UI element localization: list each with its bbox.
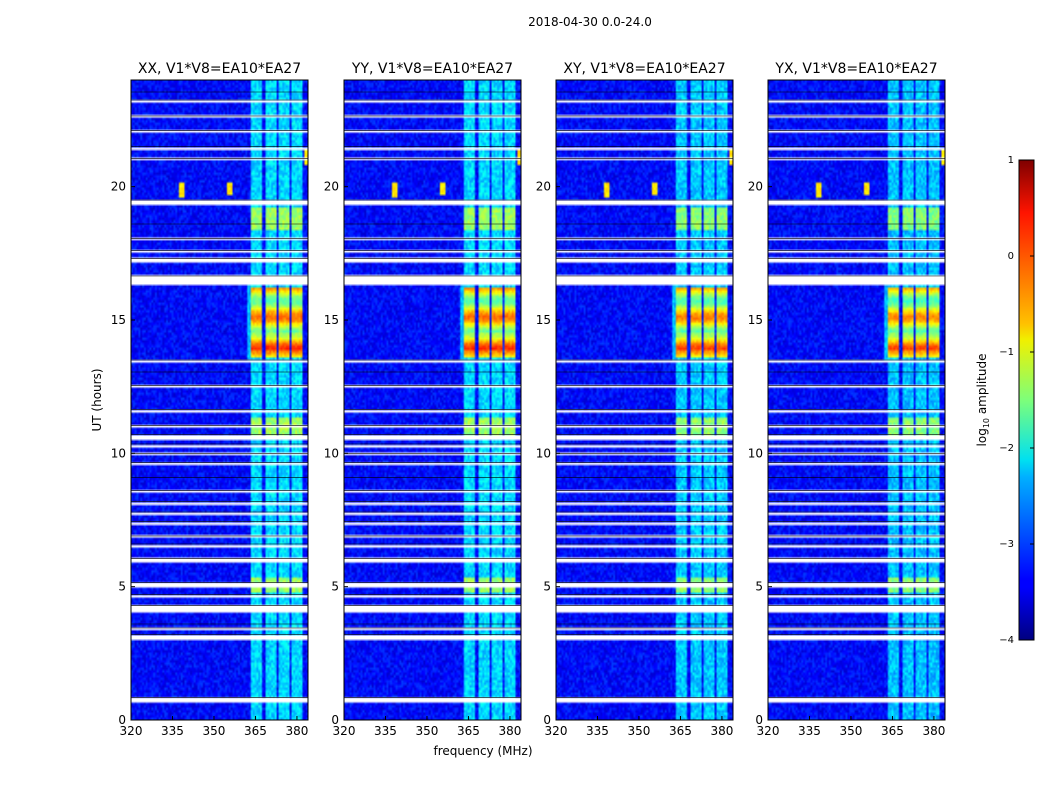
x-tick-label: 320 <box>545 724 568 738</box>
panel-3: XY, V1*V8=EA10*EA27 320 335 350 365 380 0 5 10 15… <box>536 61 734 738</box>
x-tick-label: 320 <box>333 724 356 738</box>
x-tick-label: 380 <box>285 724 308 738</box>
panel-title: XX, V1*V8=EA10*EA27 <box>138 61 301 77</box>
panel-title: YY, V1*V8=EA10*EA27 <box>351 61 513 77</box>
x-tick-label: 380 <box>710 724 733 738</box>
x-tick-label: 365 <box>881 724 904 738</box>
x-tick-label: 335 <box>161 724 184 738</box>
x-tick-label: 350 <box>416 724 439 738</box>
y-tick-label: 5 <box>543 580 551 594</box>
colorbar-tick-label: 1 <box>1008 155 1014 166</box>
x-tick-label: 380 <box>922 724 945 738</box>
y-tick-label: 15 <box>111 313 126 327</box>
x-tick-label: 320 <box>757 724 780 738</box>
y-tick-label: 20 <box>324 180 339 194</box>
colorbar-gradient <box>1018 159 1035 641</box>
x-tick-label: 365 <box>244 724 267 738</box>
panel-frame <box>767 79 946 721</box>
colorbar-tick-label: −2 <box>999 443 1014 454</box>
panel-frame <box>130 79 309 721</box>
colorbar-label-log: log <box>975 428 989 446</box>
y-tick-label: 10 <box>536 446 551 460</box>
y-tick-label: 0 <box>331 713 339 727</box>
figure-title: 2018-04-30 0.0-24.0 <box>528 15 652 29</box>
x-tick-label: 365 <box>669 724 692 738</box>
y-tick-label: 0 <box>755 713 763 727</box>
panel-heatmap <box>344 80 521 720</box>
panel-1: XX, V1*V8=EA10*EA27 320 335 350 365 380 0 5 10 15… <box>111 61 309 738</box>
y-tick-label: 5 <box>118 580 126 594</box>
panel-2: YY, V1*V8=EA10*EA27 320 335 350 365 380 0 5 10 15… <box>324 61 522 738</box>
panel-heatmap <box>556 80 733 720</box>
y-tick-label: 0 <box>118 713 126 727</box>
x-tick-label: 350 <box>840 724 863 738</box>
y-tick-label: 0 <box>543 713 551 727</box>
colorbar-ticks: 1 0 −1 −2 −3 −4 <box>999 155 1034 646</box>
panel-title: YX, V1*V8=EA10*EA27 <box>774 61 937 77</box>
panel-title: XY, V1*V8=EA10*EA27 <box>563 61 725 77</box>
colorbar: 10−1−2−3−4 log10 amplitude <box>975 155 1035 646</box>
colorbar-tick-label: −1 <box>999 347 1014 358</box>
x-tick-label: 320 <box>120 724 143 738</box>
panels-group: XX, V1*V8=EA10*EA27 320 335 350 365 380 0 5 10 15… <box>111 61 946 738</box>
colorbar-tick-label: 0 <box>1008 251 1014 262</box>
panel-frame <box>555 79 734 721</box>
x-tick-label: 365 <box>457 724 480 738</box>
colorbar-label-sub: 10 <box>982 418 991 428</box>
panel-heatmap <box>131 80 308 720</box>
colorbar-tick-label: −3 <box>999 539 1014 550</box>
y-axis-label: UT (hours) <box>90 368 104 431</box>
panel-heatmap <box>768 80 945 720</box>
y-tick-label: 15 <box>748 313 763 327</box>
x-tick-label: 350 <box>628 724 651 738</box>
y-tick-label: 10 <box>324 446 339 460</box>
panel-4: YX, V1*V8=EA10*EA27 320 335 350 365 380 0 5 10 15… <box>748 61 946 738</box>
y-tick-label: 15 <box>324 313 339 327</box>
y-tick-label: 20 <box>111 180 126 194</box>
colorbar-tick-label: −4 <box>999 635 1014 646</box>
y-tick-label: 15 <box>536 313 551 327</box>
x-tick-label: 335 <box>374 724 397 738</box>
y-tick-label: 10 <box>111 446 126 460</box>
colorbar-label-rest: amplitude <box>975 354 989 418</box>
y-tick-label: 20 <box>748 180 763 194</box>
x-axis-label: frequency (MHz) <box>433 744 532 758</box>
x-tick-label: 350 <box>203 724 226 738</box>
x-tick-label: 335 <box>798 724 821 738</box>
y-tick-label: 5 <box>755 580 763 594</box>
y-tick-label: 10 <box>748 446 763 460</box>
x-tick-label: 335 <box>586 724 609 738</box>
colorbar-label: log10 amplitude <box>975 354 991 447</box>
panel-frame <box>343 79 522 721</box>
y-tick-label: 20 <box>536 180 551 194</box>
y-tick-label: 5 <box>331 580 339 594</box>
x-tick-label: 380 <box>498 724 521 738</box>
